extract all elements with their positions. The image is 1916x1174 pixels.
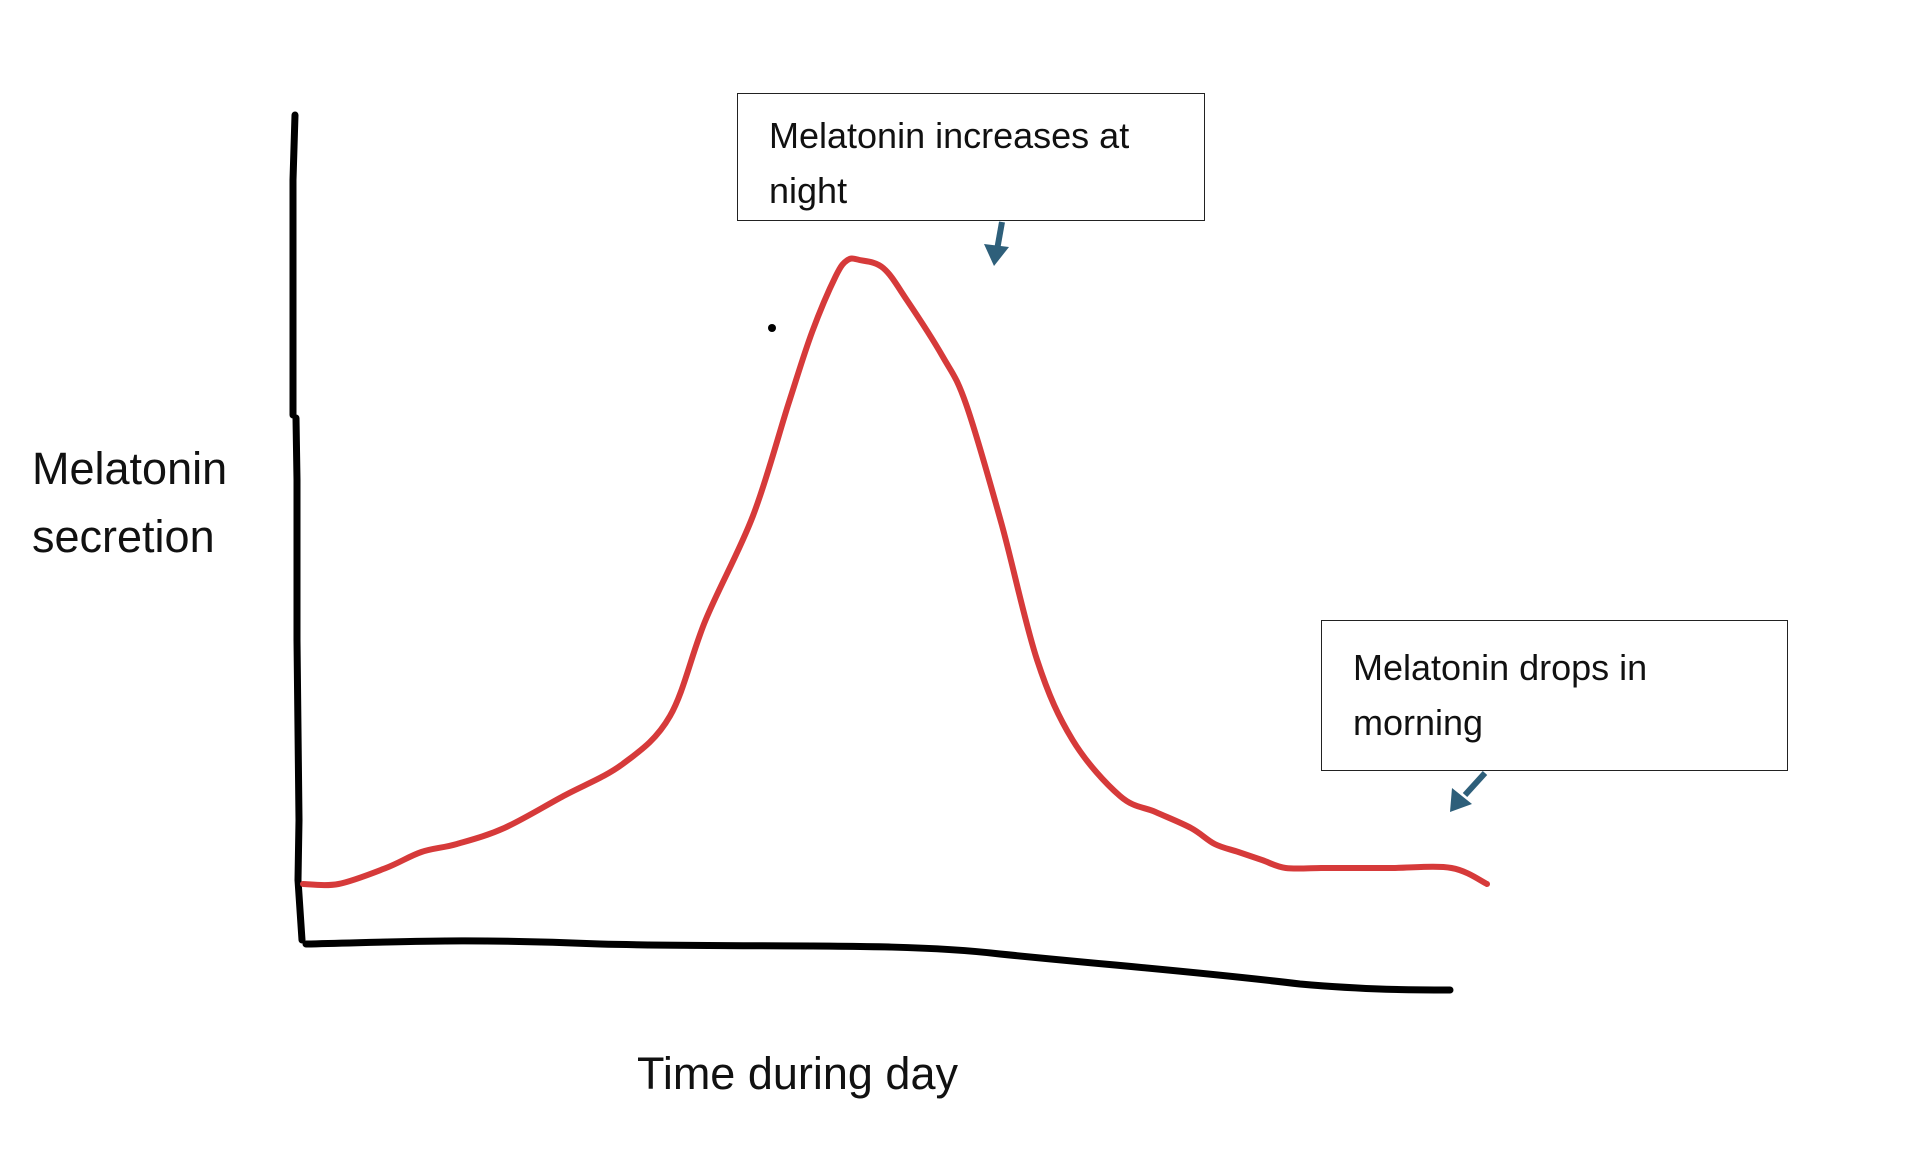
annotation-night: Melatonin increases at night <box>737 93 1205 221</box>
data-point <box>1117 793 1123 799</box>
data-point <box>336 881 342 887</box>
data-point <box>620 761 626 767</box>
annotation-morning: Melatonin drops in morning <box>1321 620 1788 771</box>
data-point <box>999 521 1005 527</box>
melatonin-curve <box>300 255 1490 889</box>
x-axis-label: Time during day <box>637 1048 958 1099</box>
data-point <box>1235 849 1241 855</box>
data-point <box>561 793 567 799</box>
data-point <box>1153 809 1159 815</box>
data-point <box>1070 737 1076 743</box>
data-point <box>1283 865 1289 871</box>
data-point <box>1389 865 1395 871</box>
data-point <box>1188 825 1194 831</box>
data-point <box>904 297 910 303</box>
data-point <box>667 713 673 719</box>
y-axis <box>289 111 306 944</box>
data-point <box>785 401 791 407</box>
y-axis-label: Melatonin secretion <box>32 443 228 562</box>
data-point <box>833 273 839 279</box>
data-point <box>845 257 851 263</box>
data-point <box>1212 841 1218 847</box>
data-point <box>939 353 945 359</box>
data-point <box>1449 865 1455 871</box>
data-point <box>1259 857 1265 863</box>
x-axis <box>302 937 1454 994</box>
morning-arrow <box>1450 770 1488 812</box>
data-point <box>963 401 969 407</box>
data-point <box>1318 865 1324 871</box>
data-point <box>809 329 815 335</box>
data-point <box>454 841 460 847</box>
data-point <box>1484 881 1490 887</box>
data-point <box>1034 657 1040 663</box>
data-point <box>703 617 709 623</box>
data-point <box>1342 865 1348 871</box>
data-point <box>501 825 507 831</box>
night-arrow <box>984 221 1009 266</box>
stray-dot <box>768 324 776 332</box>
data-points <box>300 257 1490 887</box>
data-point <box>750 513 756 519</box>
data-point <box>383 865 389 871</box>
data-point <box>300 881 306 887</box>
data-point <box>418 849 424 855</box>
data-point <box>857 257 863 263</box>
data-point <box>880 265 886 271</box>
